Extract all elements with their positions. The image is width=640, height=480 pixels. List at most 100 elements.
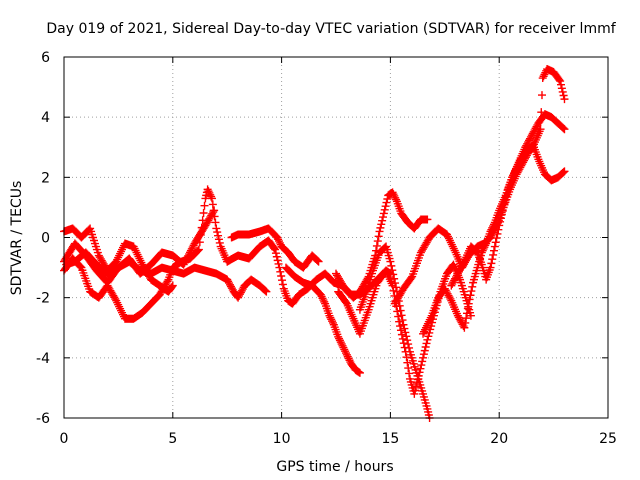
data-point — [537, 108, 546, 117]
data-point — [496, 217, 505, 226]
data-point — [492, 234, 501, 243]
data-point — [464, 299, 473, 308]
data-point — [260, 285, 269, 294]
data-point — [274, 237, 283, 246]
data-point — [273, 233, 282, 242]
data-point — [407, 273, 416, 282]
series-sat-e — [227, 224, 323, 272]
data-point — [423, 215, 432, 224]
data-point — [339, 343, 348, 352]
data-point — [447, 281, 456, 290]
data-point — [392, 195, 401, 204]
data-point — [411, 386, 420, 395]
data-point — [422, 339, 431, 348]
data-point — [453, 311, 462, 320]
data-point — [513, 162, 522, 171]
data-point — [326, 313, 335, 322]
data-point — [486, 263, 495, 272]
data-point — [421, 343, 430, 352]
data-point — [538, 74, 547, 83]
y-tick-label: 2 — [41, 170, 50, 186]
data-point — [480, 243, 489, 252]
data-point — [419, 353, 428, 362]
data-point — [559, 124, 568, 133]
data-point — [272, 252, 281, 261]
y-tick-label: 0 — [41, 231, 50, 247]
data-point — [343, 352, 352, 361]
data-point — [495, 221, 504, 230]
data-point — [462, 314, 471, 323]
data-point — [467, 287, 476, 296]
data-point — [234, 293, 243, 302]
data-point — [559, 168, 568, 177]
data-point — [488, 255, 497, 264]
data-point — [236, 288, 245, 297]
data-point — [560, 167, 569, 176]
data-point — [194, 245, 203, 254]
data-point — [377, 220, 386, 229]
data-point — [277, 272, 286, 281]
data-point — [320, 297, 329, 306]
data-point — [379, 213, 388, 222]
data-point — [448, 279, 457, 288]
data-point — [274, 259, 283, 268]
data-point — [208, 200, 217, 209]
data-point — [341, 347, 350, 356]
data-point — [205, 188, 214, 197]
data-point — [450, 276, 459, 285]
data-point — [512, 164, 521, 173]
data-point — [334, 332, 343, 341]
data-point — [209, 206, 218, 215]
data-point — [186, 246, 195, 255]
data-point — [560, 125, 569, 134]
data-point — [340, 345, 349, 354]
data-point — [487, 259, 496, 268]
data-point — [342, 349, 351, 358]
data-point — [496, 214, 505, 223]
data-point — [196, 230, 205, 239]
data-point — [500, 199, 509, 208]
data-point — [471, 246, 480, 255]
data-point — [413, 375, 422, 384]
data-point — [511, 166, 520, 175]
data-point — [446, 294, 455, 303]
data-point — [398, 316, 407, 325]
data-point — [403, 358, 412, 367]
data-point — [537, 91, 546, 100]
data-point — [560, 95, 569, 104]
data-point — [486, 227, 495, 236]
data-point — [393, 307, 402, 316]
data-point — [214, 231, 223, 240]
data-point — [396, 326, 405, 335]
data-point — [226, 282, 235, 291]
data-point — [211, 218, 220, 227]
data-point — [410, 389, 419, 398]
data-point — [441, 286, 450, 295]
data-point — [419, 350, 428, 359]
data-point — [197, 223, 206, 232]
data-point — [423, 335, 432, 344]
data-point — [489, 250, 498, 259]
data-point — [342, 350, 351, 359]
data-point — [499, 203, 508, 212]
data-point — [399, 339, 408, 348]
data-point — [509, 171, 518, 180]
y-tick-label: -6 — [36, 411, 50, 427]
data-point — [375, 227, 384, 236]
data-point — [338, 341, 347, 350]
data-point — [490, 242, 499, 251]
data-point — [414, 371, 423, 380]
data-point — [237, 286, 246, 295]
data-point — [412, 379, 421, 388]
data-point — [525, 136, 534, 145]
data-point — [215, 238, 224, 247]
y-tick-label: -4 — [36, 351, 50, 367]
tick-labels: 0 5 10 15 20 25 -6 -4 -2 0 2 4 6 — [36, 50, 617, 447]
data-point — [510, 167, 519, 176]
x-tick-label: 5 — [168, 431, 177, 447]
data-point — [456, 264, 465, 273]
data-point — [400, 324, 409, 333]
series-sat-h — [332, 188, 432, 302]
data-point — [509, 169, 518, 178]
